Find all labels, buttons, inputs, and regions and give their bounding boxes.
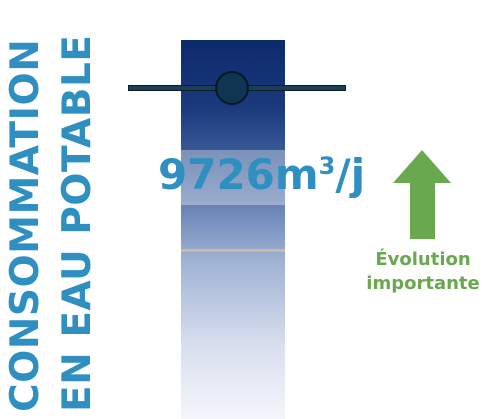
title-line-2: EN EAU POTABLE xyxy=(55,34,100,412)
value-band xyxy=(181,150,285,205)
level-marker-knob xyxy=(215,71,249,105)
consumption-value: 9726m3/j xyxy=(158,150,388,199)
value-unit-exponent: 3 xyxy=(318,152,336,180)
evolution-line-2: importante xyxy=(366,273,480,295)
value-unit-base: m xyxy=(274,150,319,199)
value-number: 9726 xyxy=(158,150,275,199)
up-arrow-icon xyxy=(393,150,451,183)
evolution-line-1: Évolution xyxy=(375,249,471,270)
value-unit-suffix: /j xyxy=(335,150,366,199)
up-arrow-stem xyxy=(410,182,435,239)
evolution-label: Évolution importante xyxy=(350,248,496,297)
threshold-line xyxy=(181,249,285,252)
title-line-1: CONSOMMATION xyxy=(3,38,48,412)
vertical-title: CONSOMMATION EN EAU POTABLE xyxy=(0,0,112,419)
